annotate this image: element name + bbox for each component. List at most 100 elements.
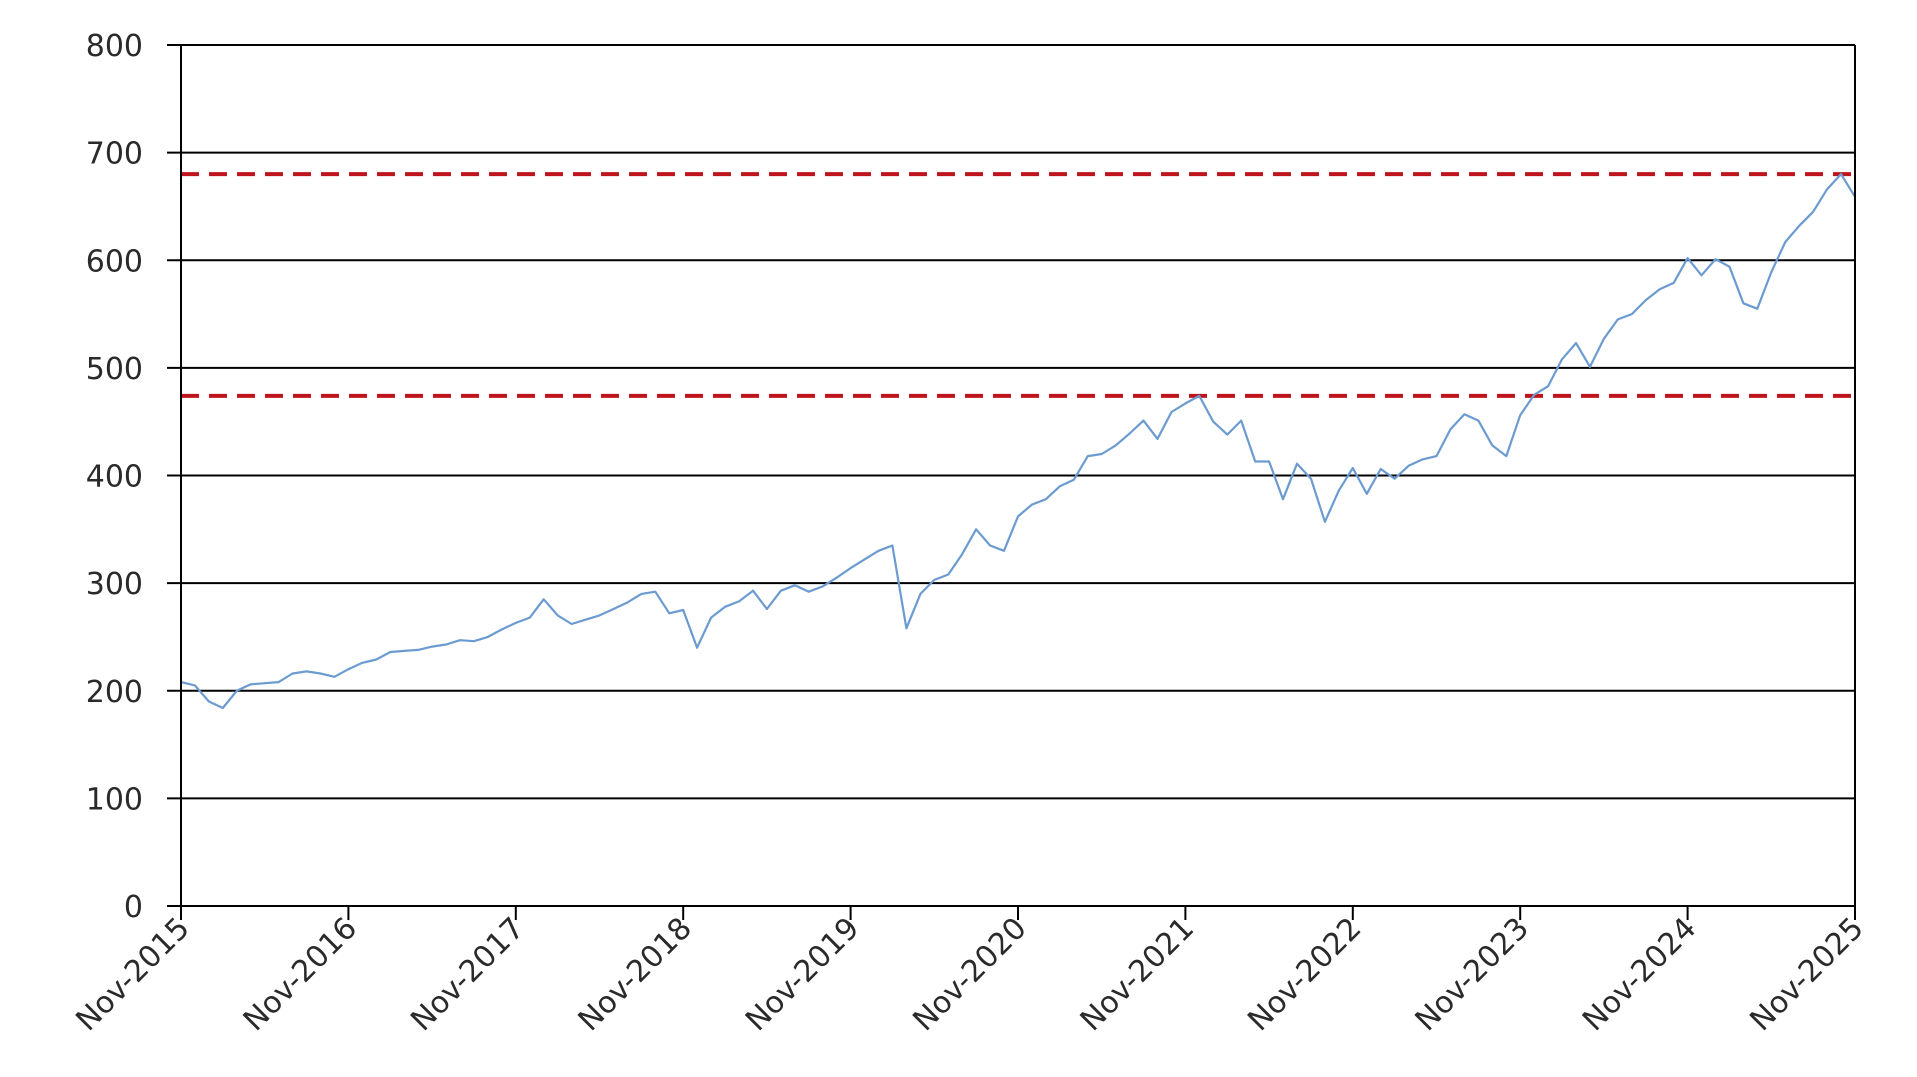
- data-point: [542, 598, 545, 601]
- data-point: [1533, 394, 1535, 396]
- data-point: [877, 550, 880, 552]
- data-point: [1407, 465, 1410, 467]
- data-point: [1142, 419, 1145, 422]
- data-point: [1045, 498, 1047, 501]
- data-point: [1184, 402, 1187, 405]
- data-point: [821, 585, 824, 588]
- data-point: [1128, 432, 1131, 435]
- series-line-0: [180, 173, 1856, 710]
- data-point: [1073, 479, 1075, 481]
- data-point: [989, 544, 991, 547]
- x-tick-label: Nov-2017: [404, 911, 531, 1038]
- data-point: [1212, 420, 1215, 423]
- data-point: [361, 662, 364, 664]
- data-point: [333, 676, 336, 678]
- data-point: [863, 558, 866, 561]
- y-tick-label: 600: [86, 244, 143, 279]
- data-point: [1017, 515, 1019, 518]
- data-point: [654, 590, 657, 593]
- data-point: [515, 622, 517, 624]
- data-point: [1645, 299, 1647, 301]
- data-point: [1519, 414, 1521, 417]
- axes: [167, 44, 1856, 920]
- data-point: [1756, 307, 1759, 310]
- data-point: [1477, 419, 1480, 422]
- data-point: [766, 608, 768, 610]
- y-tick-label: 100: [86, 782, 143, 817]
- data-point: [1700, 274, 1703, 277]
- data-point: [236, 690, 238, 692]
- data-point: [1240, 419, 1242, 422]
- data-point: [1379, 468, 1382, 470]
- data-point: [1421, 458, 1424, 461]
- data-point: [612, 608, 615, 610]
- data-point: [1254, 460, 1256, 463]
- data-point: [570, 623, 573, 625]
- data-point: [1770, 271, 1773, 273]
- data-point: [1310, 477, 1312, 480]
- data-point: [584, 618, 587, 621]
- data-point: [1393, 477, 1396, 480]
- data-point: [473, 640, 475, 642]
- data-point: [1658, 288, 1661, 291]
- data-point: [291, 672, 294, 675]
- data-point: [1575, 342, 1577, 344]
- data-point: [752, 589, 754, 592]
- data-point: [640, 593, 643, 595]
- data-point: [696, 646, 698, 649]
- data-point: [305, 670, 308, 673]
- data-point: [947, 573, 950, 576]
- x-tick-label: Nov-2019: [739, 911, 866, 1038]
- data-point: [1338, 489, 1340, 492]
- data-point: [403, 650, 406, 652]
- data-point: [668, 612, 671, 615]
- data-point: [431, 645, 433, 648]
- data-point: [1114, 444, 1117, 447]
- y-tick-label: 300: [86, 567, 143, 602]
- x-tick-label: Nov-2021: [1074, 911, 1201, 1038]
- data-point: [1589, 366, 1591, 368]
- data-point: [1631, 313, 1633, 315]
- series-group: [180, 173, 1856, 710]
- data-point: [319, 672, 322, 675]
- data-point: [487, 636, 489, 638]
- y-tick-labels: 0 100 200 300 400 500 600 700 800: [86, 29, 143, 925]
- data-point: [1714, 258, 1717, 261]
- data-point: [1672, 282, 1675, 284]
- data-point: [1282, 498, 1284, 501]
- data-point: [808, 590, 810, 593]
- data-point: [1031, 503, 1033, 506]
- data-point: [222, 707, 224, 709]
- y-tick-label: 500: [86, 352, 143, 387]
- data-point: [529, 616, 531, 619]
- data-point: [1728, 265, 1731, 268]
- data-point: [919, 593, 922, 595]
- data-point: [1686, 257, 1689, 259]
- data-point: [933, 579, 936, 581]
- data-point: [556, 614, 559, 617]
- data-point: [1617, 318, 1619, 321]
- data-point: [794, 584, 796, 587]
- data-point: [1198, 395, 1201, 397]
- x-tick-label: Nov-2016: [237, 911, 364, 1038]
- x-tick-label: Nov-2018: [572, 911, 699, 1038]
- data-point: [459, 639, 461, 641]
- data-point: [905, 627, 908, 630]
- x-tick-label: Nov-2024: [1576, 911, 1703, 1038]
- data-point: [598, 614, 601, 617]
- data-point: [1603, 338, 1605, 340]
- y-tick-label: 800: [86, 29, 143, 64]
- data-point: [250, 683, 252, 686]
- data-point: [682, 609, 684, 611]
- data-point: [1435, 455, 1438, 457]
- data-point: [208, 700, 210, 703]
- data-point: [975, 528, 977, 531]
- data-point: [375, 658, 378, 661]
- data-point: [1100, 453, 1103, 455]
- data-point: [1170, 411, 1173, 413]
- x-tick-label: Nov-2022: [1241, 911, 1368, 1038]
- data-point: [1505, 455, 1508, 457]
- data-point: [277, 681, 280, 683]
- data-point: [1812, 211, 1814, 213]
